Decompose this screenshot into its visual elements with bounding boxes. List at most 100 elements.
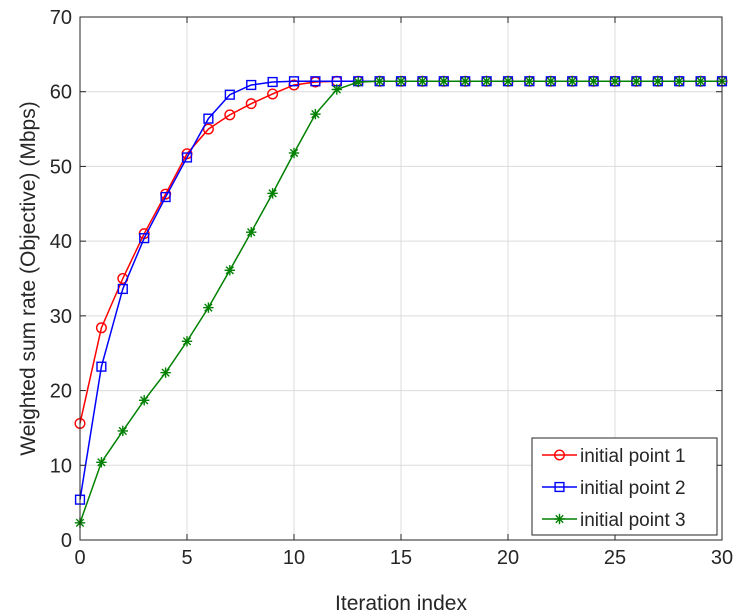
x-tick-label: 20 xyxy=(497,547,519,569)
data-point xyxy=(331,84,342,95)
data-point xyxy=(524,76,535,87)
data-point xyxy=(652,76,663,87)
data-point xyxy=(160,191,171,203)
data-point xyxy=(267,76,278,88)
data-point xyxy=(545,76,556,87)
y-tick-label: 30 xyxy=(50,306,72,328)
data-point xyxy=(203,302,214,313)
data-point xyxy=(288,147,300,159)
data-point xyxy=(695,76,706,87)
asterisk-stroke xyxy=(418,77,427,86)
x-tick-label: 10 xyxy=(283,547,305,569)
asterisk-stroke xyxy=(610,77,620,86)
data-point xyxy=(609,76,621,87)
y-tick-label: 0 xyxy=(61,530,72,552)
data-point xyxy=(181,152,193,163)
x-axis-title: Iteration index xyxy=(335,592,467,614)
data-point xyxy=(96,361,107,372)
asterisk-stroke xyxy=(332,85,341,94)
data-point xyxy=(310,76,321,87)
asterisk-stroke xyxy=(289,148,299,158)
data-point xyxy=(353,76,364,88)
asterisk-stroke xyxy=(439,77,448,86)
asterisk-stroke xyxy=(97,458,106,467)
series-3 xyxy=(74,76,728,529)
data-point xyxy=(160,367,171,378)
data-point xyxy=(267,188,278,199)
asterisk-stroke xyxy=(140,396,149,405)
asterisk-stroke xyxy=(546,77,555,86)
legend-markers xyxy=(554,449,566,525)
asterisk-stroke xyxy=(396,77,406,86)
x-tick-label: 5 xyxy=(181,547,192,569)
data-point xyxy=(95,322,107,334)
asterisk-stroke xyxy=(182,337,192,346)
y-tick-label: 50 xyxy=(50,156,72,178)
y-tick-label: 20 xyxy=(50,381,72,403)
x-tick-label: 0 xyxy=(74,547,85,569)
asterisk-stroke xyxy=(268,189,277,198)
legend-label-initial-point-1: initial point 1 xyxy=(580,446,686,467)
data-point xyxy=(224,89,235,100)
y-tick-label: 60 xyxy=(50,82,72,104)
asterisk-stroke xyxy=(311,109,320,119)
x-tick-label: 30 xyxy=(711,547,733,569)
data-point xyxy=(139,395,150,406)
asterisk-stroke xyxy=(482,77,491,86)
y-tick-label: 40 xyxy=(50,231,72,253)
legend-marker-2 xyxy=(554,481,565,493)
asterisk-stroke xyxy=(503,77,513,86)
legend-label-initial-point-3: initial point 3 xyxy=(580,510,686,531)
data-point xyxy=(417,76,428,87)
data-point xyxy=(224,265,235,276)
data-point xyxy=(674,76,685,87)
x-tick-label: 25 xyxy=(604,547,626,569)
series-group xyxy=(74,75,728,529)
legend-marker-1 xyxy=(554,449,566,461)
data-point xyxy=(588,76,599,87)
asterisk-stroke xyxy=(204,303,213,312)
asterisk-stroke xyxy=(632,77,641,86)
data-point xyxy=(310,108,321,120)
data-point xyxy=(202,123,214,135)
data-point xyxy=(246,79,257,91)
data-point xyxy=(203,113,214,124)
asterisk-stroke xyxy=(461,77,470,86)
data-point xyxy=(96,457,107,468)
data-point xyxy=(438,76,449,87)
y-tick-label: 10 xyxy=(50,455,72,477)
asterisk-stroke xyxy=(555,514,564,524)
asterisk-stroke xyxy=(161,368,170,377)
data-point xyxy=(288,76,300,87)
data-point xyxy=(395,76,407,87)
data-point xyxy=(224,109,236,121)
data-point xyxy=(117,283,128,295)
asterisk-stroke xyxy=(354,77,363,87)
asterisk-stroke xyxy=(589,77,598,86)
grid-lines xyxy=(80,17,722,540)
data-point xyxy=(117,425,128,437)
data-point xyxy=(245,98,257,110)
data-point xyxy=(267,88,279,100)
legend-label-initial-point-2: initial point 2 xyxy=(580,478,686,499)
tick-labels: 0 5 10 15 20 25 30 0 10 20 30 40 50 60 70 xyxy=(50,7,733,569)
data-point xyxy=(139,233,150,244)
legend: initial point 1 initial point 2 initial … xyxy=(531,437,718,536)
x-tick-label: 15 xyxy=(390,547,412,569)
data-point xyxy=(246,226,257,238)
legend-marker-3 xyxy=(554,513,565,525)
asterisk-stroke xyxy=(696,77,705,86)
asterisk-stroke xyxy=(247,227,256,237)
data-point xyxy=(374,76,385,87)
y-tick-label: 70 xyxy=(50,7,72,29)
asterisk-stroke xyxy=(375,77,384,86)
y-axis-title: Weighted sum rate (Objective) (Mbps) xyxy=(17,101,40,455)
data-point xyxy=(567,76,578,87)
asterisk-stroke xyxy=(653,77,662,86)
asterisk-stroke xyxy=(675,77,684,86)
data-point xyxy=(181,336,193,347)
asterisk-stroke xyxy=(568,77,577,86)
asterisk-stroke xyxy=(118,426,127,436)
asterisk-stroke xyxy=(525,77,534,86)
